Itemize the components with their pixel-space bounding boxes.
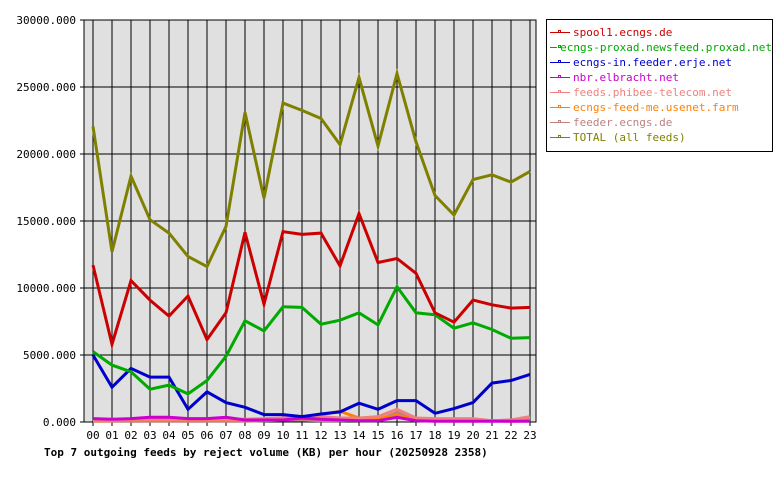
legend-item: spool1.ecngs.de [547,25,772,40]
legend-line-marker-icon [550,73,570,82]
y-tick-label: 25000.000 [16,81,76,94]
x-tick-label: 10 [276,429,289,442]
y-tick-label: 15000.000 [16,215,76,228]
legend-line-marker-icon [550,88,570,97]
x-tick-label: 05 [181,429,194,442]
legend-line-marker-icon [550,43,561,52]
x-tick-label: 17 [409,429,422,442]
legend-label: ecngs-feed-me.usenet.farm [573,101,739,114]
chart-title: Top 7 outgoing feeds by reject volume (K… [44,446,488,459]
y-tick-label: 5000.000 [23,349,76,362]
y-tick-label: 10000.000 [16,282,76,295]
legend-label: TOTAL (all feeds) [573,131,686,144]
x-tick-label: 22 [504,429,517,442]
legend-item: ecngs-in.feeder.erje.net [547,55,772,70]
legend-label: ecngs-in.feeder.erje.net [573,56,732,69]
series-line-spool1-ecngs-de [91,209,531,351]
x-tick-label: 19 [447,429,460,442]
x-axis-ticks: 00 01 02 03 04 05 06 07 08 09 10 11 12 13 14 15 16 17 18 19… [86,429,536,442]
x-tick-label: 23 [523,429,536,442]
legend: spool1.ecngs.de ecngs-proxad.newsfeed.pro… [546,19,773,152]
legend-item: feeder.ecngs.de [547,115,772,130]
x-tick-label: 11 [295,429,308,442]
x-tick-label: 02 [124,429,137,442]
x-tick-label: 07 [219,429,232,442]
legend-label: ecngs-proxad.newsfeed.proxad.net [560,41,772,54]
series-line-ecngs-proxad-newsfeed-proxad-net [92,283,531,396]
x-tick-label: 12 [314,429,327,442]
x-tick-label: 18 [428,429,441,442]
legend-item: TOTAL (all feeds) [547,130,772,145]
legend-label: feeder.ecngs.de [573,116,673,129]
legend-line-marker-icon [550,133,570,142]
data-series [91,67,531,423]
x-tick-label: 09 [257,429,270,442]
legend-item: ecngs-proxad.newsfeed.proxad.net [547,40,772,55]
y-tick-label: 0.000 [43,416,76,429]
legend-item: feeds.phibee-telecom.net [547,85,772,100]
y-tick-label: 30000.000 [16,14,76,27]
x-tick-label: 08 [238,429,251,442]
x-tick-label: 16 [390,429,403,442]
x-tick-label: 14 [352,429,366,442]
legend-label: spool1.ecngs.de [573,26,673,39]
legend-label: nbr.elbracht.net [573,71,679,84]
x-tick-label: 04 [162,429,176,442]
x-tick-label: 01 [105,429,118,442]
x-tick-label: 06 [200,429,213,442]
y-tick-label: 20000.000 [16,148,76,161]
series-line-nbr-elbracht-net [92,415,530,423]
x-tick-label: 15 [371,429,384,442]
y-axis-ticks: 0.000 5000.000 10000.000 15000.000 20000.000… [16,14,76,429]
x-tick-label: 21 [485,429,498,442]
legend-line-marker-icon [550,28,570,37]
x-tick-label: 20 [466,429,479,442]
legend-line-marker-icon [550,58,570,67]
legend-line-marker-icon [550,103,570,112]
x-tick-label: 13 [333,429,346,442]
legend-item: ecngs-feed-me.usenet.farm [547,100,772,115]
legend-line-marker-icon [550,118,570,127]
x-tick-label: 00 [86,429,99,442]
series-line-ecngs-in-feeder-erje-net [91,354,531,419]
legend-label: feeds.phibee-telecom.net [573,86,732,99]
x-tick-label: 03 [143,429,156,442]
legend-item: nbr.elbracht.net [547,70,772,85]
series-line-total-all-feeds- [91,67,531,269]
